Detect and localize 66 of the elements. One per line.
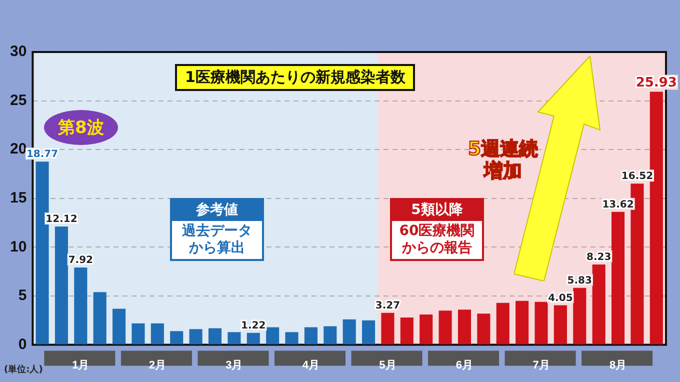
x-tick-label: 7月 xyxy=(532,359,550,372)
annotation: 5類以降 xyxy=(392,200,482,221)
bar xyxy=(246,332,260,344)
data-label: 18.77 xyxy=(26,149,58,160)
x-tick-label: 2月 xyxy=(148,359,166,372)
bar xyxy=(362,320,376,344)
bar xyxy=(304,327,318,344)
bar xyxy=(74,268,88,344)
annotation: 5週連続増加 xyxy=(466,138,540,182)
x-tick-label: 3月 xyxy=(226,359,243,372)
bar xyxy=(592,264,606,344)
bar xyxy=(150,323,164,344)
data-label: 7.92 xyxy=(68,255,94,266)
bar xyxy=(554,305,567,344)
bar xyxy=(132,323,145,344)
bar xyxy=(228,332,241,344)
y-tick-label: 15 xyxy=(10,190,27,207)
bar xyxy=(611,212,625,344)
y-tick-label: 10 xyxy=(10,238,27,256)
bar xyxy=(342,319,356,344)
data-label: 1.22 xyxy=(241,320,266,332)
bar xyxy=(285,332,298,344)
annotation: 60医療機関からの報告 xyxy=(398,222,476,258)
bar xyxy=(516,300,529,344)
data-label: 5.83 xyxy=(567,275,592,286)
bar xyxy=(266,327,280,344)
data-label: 16.52 xyxy=(621,171,654,182)
bar xyxy=(324,326,337,344)
x-tick-label: 8月 xyxy=(609,359,627,372)
bar xyxy=(189,329,202,344)
bar xyxy=(534,302,548,344)
bar xyxy=(477,314,490,344)
bar xyxy=(112,308,126,344)
x-tick-label: 6月 xyxy=(456,359,474,372)
data-label: 8.23 xyxy=(586,252,612,264)
y-tick-label: 0 xyxy=(18,336,27,353)
bar xyxy=(420,314,433,344)
label-box: 参考値 過去データから算出 xyxy=(170,198,264,261)
bar xyxy=(438,310,452,344)
bar xyxy=(573,288,586,344)
text: (単位:人) xyxy=(4,364,43,376)
bar xyxy=(400,317,414,344)
data-label: 25.93 xyxy=(636,76,677,91)
data-label: 12.12 xyxy=(46,214,78,226)
bar xyxy=(54,226,68,344)
data-label: 13.62 xyxy=(602,199,634,210)
text: 1医療機関あたりの新規感染者数 xyxy=(175,64,416,91)
bar xyxy=(170,331,184,344)
y-tick-label: 30 xyxy=(10,43,27,60)
bar xyxy=(381,312,394,344)
bar xyxy=(208,328,222,344)
bar xyxy=(496,302,510,344)
x-tick-label: 4月 xyxy=(302,359,320,372)
y-tick-label: 5 xyxy=(18,287,27,304)
y-tick-label: 20 xyxy=(10,140,27,158)
y-tick-label: 25 xyxy=(10,92,27,109)
x-tick-label: 5月 xyxy=(379,359,396,372)
annotation: 過去データから算出 xyxy=(181,222,253,258)
annotation: 第8波 xyxy=(44,110,118,145)
bar xyxy=(458,310,472,344)
label-box: 5類以降 60医療機関からの報告 xyxy=(390,198,484,261)
data-label: 3.27 xyxy=(375,300,400,312)
bar xyxy=(93,292,106,344)
x-tick-label: 1月 xyxy=(72,359,90,372)
annotation: 参考値 xyxy=(172,200,262,221)
data-label: 4.05 xyxy=(548,292,573,304)
